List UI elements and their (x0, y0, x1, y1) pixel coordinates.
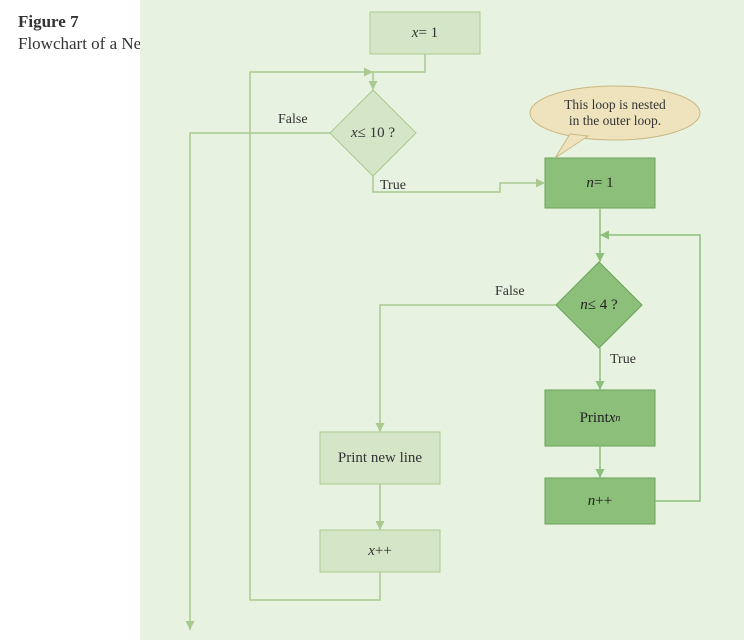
node-n-inc: n++ (545, 478, 655, 524)
node-print-newline: Print new line (320, 432, 440, 484)
label-false-inner: False (495, 284, 525, 300)
node-init-x: x = 1 (370, 12, 480, 54)
node-init-n: n = 1 (545, 158, 655, 208)
label-true-outer: True (380, 178, 406, 194)
node-cond-n: n ≤ 4 ? (556, 262, 642, 348)
label-true-inner: True (610, 352, 636, 368)
callout-nested-loop: This loop is nestedin the outer loop. (530, 90, 700, 136)
node-cond-x: x ≤ 10 ? (330, 90, 416, 176)
node-x-inc: x++ (320, 530, 440, 572)
figure-subtitle: Flowchart of a Nested Loop (18, 34, 209, 54)
figure-container: Figure 7 Flowchart of a Nested Loop (0, 0, 744, 640)
figure-title: Figure 7 (18, 12, 79, 32)
label-false-outer: False (278, 112, 308, 128)
node-print-xn: Print xn (545, 390, 655, 446)
